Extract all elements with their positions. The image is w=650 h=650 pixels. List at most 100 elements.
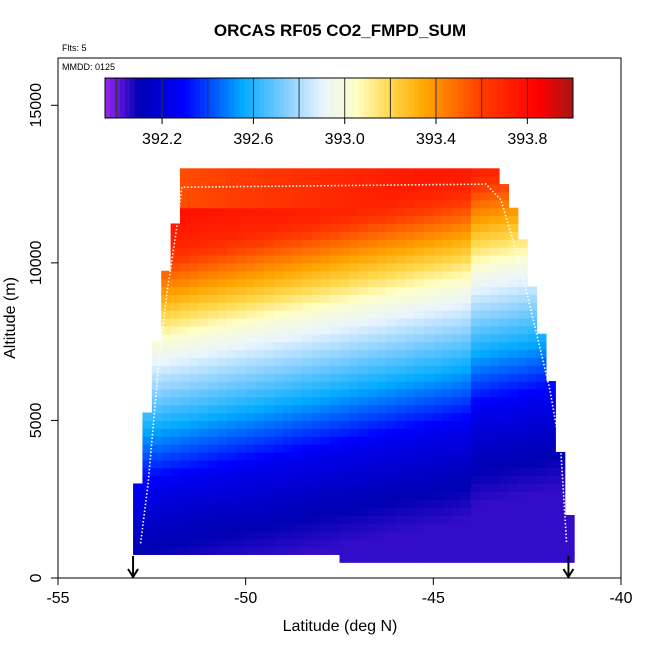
heat-cell <box>161 451 172 461</box>
heat-cell <box>236 373 247 382</box>
heat-cell <box>527 514 538 524</box>
heat-cell <box>320 239 331 248</box>
heat-cell <box>517 396 528 406</box>
heat-cell <box>189 404 200 414</box>
heat-cell <box>517 325 528 335</box>
heat-cell <box>198 254 209 264</box>
heat-cell <box>470 325 481 335</box>
heat-cell <box>527 507 538 516</box>
heat-cell <box>358 231 369 240</box>
heat-cell <box>433 262 444 272</box>
heat-cell <box>301 388 312 398</box>
heat-cell <box>198 302 209 311</box>
heat-cell <box>517 341 528 351</box>
heat-cell <box>386 302 397 311</box>
heat-cell <box>264 412 275 422</box>
heat-cell <box>339 184 350 193</box>
heat-cell <box>508 318 519 327</box>
heat-cell <box>245 396 256 406</box>
heat-cell <box>273 522 284 532</box>
heat-cell <box>433 381 444 390</box>
heat-cell <box>264 325 275 335</box>
heat-cell <box>301 215 312 225</box>
heat-cell <box>226 168 237 177</box>
heat-cell <box>489 365 500 374</box>
heat-cell <box>527 522 538 532</box>
heat-cell <box>442 357 453 366</box>
heat-cell <box>142 475 153 485</box>
heat-cell <box>198 223 209 232</box>
heat-cell <box>198 176 209 185</box>
heat-cell <box>245 444 256 453</box>
heat-cell <box>189 310 200 319</box>
heat-cell <box>208 168 219 177</box>
heat-cell <box>433 554 444 563</box>
heat-cell <box>442 475 453 485</box>
heat-cell <box>452 262 463 272</box>
heat-cell <box>301 341 312 351</box>
heat-cell <box>208 318 219 327</box>
colorbar-cell <box>319 78 325 118</box>
heat-cell <box>301 184 312 193</box>
heat-cell <box>461 294 472 303</box>
heat-cell <box>517 318 528 327</box>
heat-cell <box>142 514 153 524</box>
heat-cell <box>273 357 284 366</box>
heat-cell <box>555 467 566 477</box>
heat-cell <box>461 491 472 500</box>
heat-cell <box>226 404 237 414</box>
heat-cell <box>499 215 509 225</box>
heat-cell <box>217 239 228 248</box>
heat-cell <box>442 191 453 201</box>
heat-cell <box>489 373 500 382</box>
heat-cell <box>236 451 247 461</box>
heat-cell <box>367 333 378 343</box>
heat-cell <box>508 357 519 366</box>
heat-cell <box>442 412 453 422</box>
heat-cell <box>226 388 237 398</box>
heat-cell <box>423 270 434 280</box>
heat-cell <box>198 349 209 358</box>
heat-cell <box>330 467 341 477</box>
heat-cell <box>179 231 190 240</box>
heat-cell <box>161 491 172 500</box>
colorbar-cell <box>413 78 420 118</box>
heat-cell <box>461 459 472 469</box>
heat-cell <box>423 444 434 453</box>
heat-cell <box>348 499 359 508</box>
heat-cell <box>358 499 369 508</box>
heat-cell <box>208 396 219 406</box>
heat-cell <box>189 357 200 366</box>
heat-cell <box>339 428 350 437</box>
heat-cell <box>217 215 228 225</box>
heat-cell <box>245 530 256 540</box>
heat-cell <box>414 507 425 516</box>
heat-cell <box>292 223 303 232</box>
heat-cell <box>255 184 266 193</box>
heat-cell <box>499 428 509 437</box>
heat-cell <box>208 254 219 264</box>
heat-cell <box>480 491 491 500</box>
heat-cell <box>236 184 247 193</box>
heat-cell <box>442 278 453 288</box>
heat-cell <box>161 341 172 351</box>
heat-cell <box>358 420 369 429</box>
heat-cell <box>208 373 219 382</box>
heat-cell <box>264 538 275 548</box>
heat-cell <box>320 451 331 461</box>
heat-cell <box>320 333 331 343</box>
heat-cell <box>179 404 190 414</box>
heat-cell <box>217 199 228 209</box>
heat-cell <box>499 231 509 240</box>
heat-cell <box>377 270 388 280</box>
heat-cell <box>255 475 266 485</box>
heat-cell <box>330 215 341 225</box>
heat-cell <box>301 507 312 516</box>
heat-cell <box>499 396 509 406</box>
heat-cell <box>264 310 275 319</box>
heat-cell <box>208 507 219 516</box>
heat-cell <box>377 191 388 201</box>
heat-cell <box>189 333 200 343</box>
heat-cell <box>452 538 463 548</box>
heat-cell <box>161 357 172 366</box>
